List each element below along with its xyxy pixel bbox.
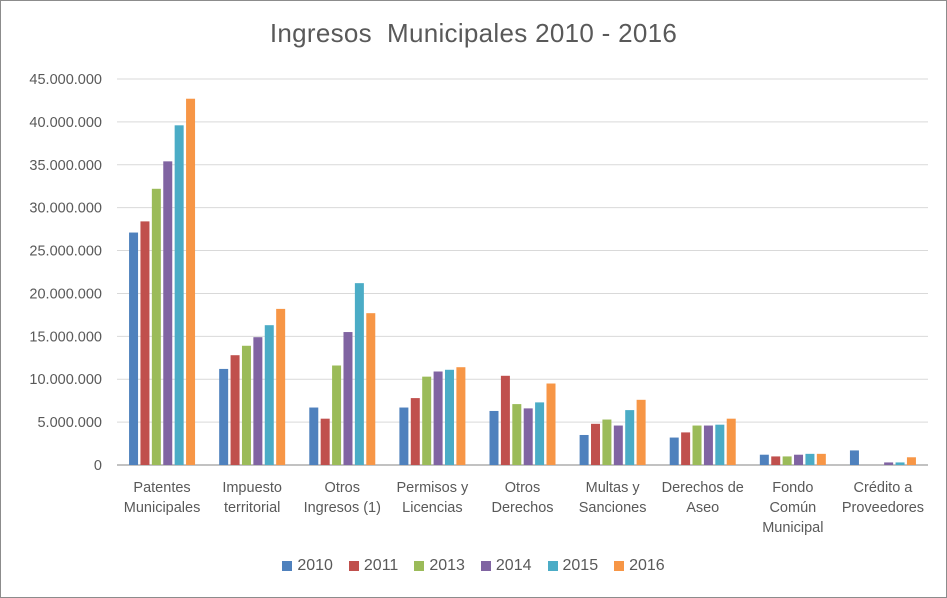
bar-2011 [771,456,781,465]
x-category-label: Crédito a Proveedores [842,480,924,516]
bar-2011 [140,221,150,465]
y-tick-label: 10.000.000 [29,372,102,388]
bar-2015 [174,125,184,465]
x-category-label: Patentes Municipales [124,480,201,516]
bar-2011 [230,355,240,465]
bar-2014 [794,454,804,465]
bar-2014 [163,161,173,465]
legend-item-2016: 2016 [614,557,665,575]
bar-2015 [444,369,454,465]
bar-2010 [579,434,589,465]
bar-2016 [816,453,826,465]
bar-2013 [422,376,432,465]
bar-2016 [546,383,556,465]
bar-2016 [906,457,916,465]
bar-2014 [433,371,443,465]
bar-2016 [636,399,646,465]
bar-2014 [884,462,894,465]
bar-2015 [805,453,815,465]
bar-2010 [759,454,769,465]
bar-2011 [320,418,330,465]
legend-label: 2016 [629,557,665,574]
legend-label: 2010 [297,557,333,574]
y-tick-label: 5.000.000 [37,415,102,431]
bar-2014 [343,332,353,465]
y-tick-label: 35.000.000 [29,158,102,174]
bar-2013 [332,365,342,465]
bar-2013 [602,419,612,465]
legend-swatch [282,561,293,571]
y-tick-label: 20.000.000 [29,286,102,302]
legend-swatch [614,561,625,571]
y-tick-label: 15.000.000 [29,329,102,345]
bar-2015 [354,283,364,465]
bar-2014 [253,337,263,465]
x-category-label: Otros Ingresos (1) [304,480,381,516]
legend-item-2014: 2014 [480,557,532,575]
y-tick-label: 30.000.000 [29,201,102,217]
bar-2015 [535,402,545,465]
x-category-label: Impuesto territorial [222,480,282,516]
y-tick-label: 45.000.000 [29,72,102,88]
bar-2013 [512,404,522,465]
bar-2010 [309,407,319,465]
bar-2013 [151,188,161,465]
y-tick-label: 25.000.000 [29,244,102,260]
bar-2014 [523,408,533,465]
bar-2015 [895,462,905,465]
legend-swatch [414,561,425,571]
x-category-label: Fondo Común Municipal [762,480,823,536]
legend-label: 2013 [429,557,465,574]
legend-item-2013: 2013 [414,557,465,575]
legend-label: 2015 [562,557,599,574]
legend-item-2010: 2010 [282,557,333,575]
legend-swatch [480,561,491,571]
legend-swatch [348,561,359,571]
chart-title: Ingresos Municipales 2010 - 2016 [269,18,678,48]
bar-2015 [715,424,725,465]
y-tick-label: 0 [94,458,102,474]
bar-2011 [681,432,691,465]
legend-label: 2011 [363,557,399,574]
bar-2016 [726,418,736,465]
bar-2010 [399,407,409,465]
bar-2011 [591,423,601,465]
legend-label: 2014 [495,557,532,574]
legend-item-2015: 2015 [547,557,599,575]
bar-2010 [489,410,499,465]
bar-2010 [669,437,679,465]
legend-item-2011: 2011 [348,557,399,575]
bar-2016 [456,367,466,465]
bar-2016 [366,313,376,465]
x-category-label: Otros Derechos [491,480,553,516]
x-category-label: Derechos de Aseo [662,480,744,516]
y-tick-label: 40.000.000 [29,115,102,131]
bar-2016 [186,98,196,466]
bar-2015 [264,325,274,465]
bar-2010 [849,450,859,465]
bar-2013 [241,345,251,465]
bar-2013 [782,456,792,465]
bar-2013 [692,425,702,465]
bar-2011 [500,375,510,465]
bar-2014 [613,425,623,465]
x-category-label: Permisos y Licencias [397,480,469,516]
bar-2010 [129,232,139,465]
chart-legend: 2010 2011 2013 2014 2015 2016 [0,557,947,575]
bar-2014 [703,425,713,465]
bar-2011 [410,398,420,465]
bar-2016 [276,308,286,465]
legend-swatch [547,561,558,571]
x-category-label: Multas y Sanciones [579,480,647,516]
bar-2010 [219,368,229,465]
bar-2015 [625,410,635,465]
